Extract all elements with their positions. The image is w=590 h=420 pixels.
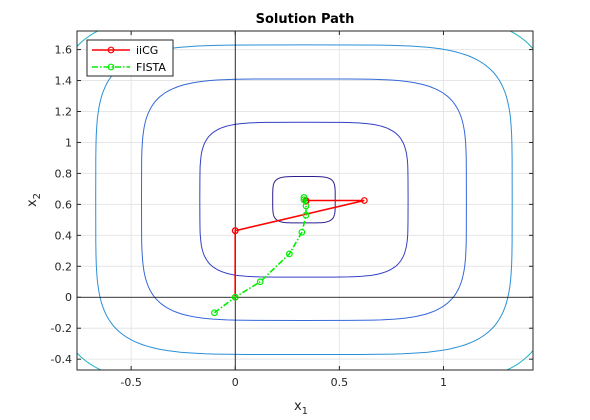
plot-frame — [76, 30, 534, 371]
y-tick-label-7: 1 — [65, 136, 72, 149]
y-tick-label-4: 0.4 — [55, 229, 73, 242]
point-fista-6 — [302, 202, 310, 210]
legend-label-fista: FISTA — [136, 61, 166, 74]
point-fista-3 — [285, 250, 293, 258]
contour-3 — [95, 44, 513, 355]
y-axis-label: x2 — [25, 193, 43, 207]
tick-group: -0.5 0 0.5 1 -0.4 -0.2 0 0.2 0.4 0.6 0.8 1 1.2 1.4 1.6 — [51, 31, 533, 389]
series-group — [211, 194, 368, 317]
legend: iiCG FISTA — [86, 39, 174, 77]
y-tick-label-0: -0.4 — [51, 353, 72, 366]
y-tick-label-10: 1.6 — [55, 44, 73, 57]
y-tick-label-5: 0.6 — [55, 198, 73, 211]
y-tick-label-6: 0.8 — [55, 167, 73, 180]
point-fista-2 — [256, 278, 264, 286]
point-fista-8 — [300, 194, 308, 201]
y-tick-label-2: 0 — [65, 291, 72, 304]
point-iicg-3 — [360, 197, 368, 204]
y-tick-label-9: 1.4 — [55, 75, 73, 88]
y-tick-label-8: 1.2 — [55, 105, 73, 118]
chart-title: Solution Path — [256, 12, 355, 27]
series-line-fista — [213, 197, 307, 314]
y-tick-label-1: -0.2 — [51, 322, 72, 335]
point-fista-0 — [211, 309, 218, 317]
point-fista-7 — [300, 196, 308, 204]
point-fista-1 — [231, 293, 239, 301]
legend-marker-iicg — [107, 46, 115, 54]
legend-marker-fista — [107, 63, 115, 71]
x-axis-label-subscript: 1 — [302, 406, 308, 417]
legend-label-iicg: iiCG — [136, 44, 158, 57]
x-tick-label-0: -0.5 — [120, 376, 141, 389]
y-tick-label-3: 0.2 — [55, 260, 73, 273]
x-tick-label-1: 0 — [232, 376, 239, 389]
point-fista-5 — [302, 211, 310, 219]
y-axis-label-subscript: 2 — [32, 193, 43, 199]
contour-0 — [272, 176, 336, 224]
x-axis-label: x1 — [294, 399, 308, 417]
x-tick-label-3: 1 — [440, 376, 447, 389]
legend-box — [86, 39, 174, 77]
zero-axes — [77, 31, 533, 370]
point-iicg-2 — [231, 227, 239, 235]
x-tick-label-2: 0.5 — [331, 376, 349, 389]
contour-1 — [199, 121, 409, 278]
point-fista-4 — [298, 228, 306, 236]
contour-2 — [140, 78, 467, 322]
